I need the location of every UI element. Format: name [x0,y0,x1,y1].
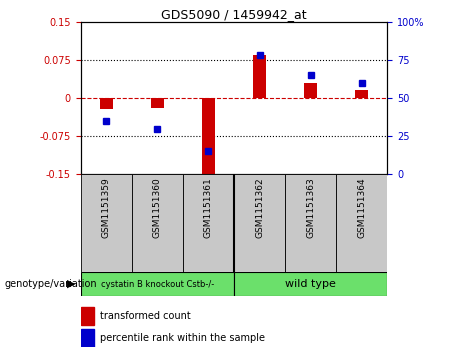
Bar [336,174,387,272]
Bar [81,272,234,296]
Text: GSM1151363: GSM1151363 [306,177,315,238]
Text: ▶: ▶ [67,279,76,289]
Bar [304,83,317,98]
Text: GSM1151362: GSM1151362 [255,177,264,238]
Bar [202,98,215,177]
Bar [132,174,183,272]
Bar [81,174,132,272]
Bar [253,55,266,98]
Text: GSM1151361: GSM1151361 [204,177,213,238]
Text: wild type: wild type [285,279,336,289]
Bar [234,272,387,296]
Text: GSM1151364: GSM1151364 [357,177,366,238]
Bar [285,174,336,272]
Text: genotype/variation: genotype/variation [5,279,97,289]
Text: GSM1151359: GSM1151359 [102,177,111,238]
Bar [183,174,234,272]
Bar [81,307,94,325]
Bar [100,98,112,109]
Bar [234,174,285,272]
Bar [355,90,368,98]
Text: transformed count: transformed count [100,311,191,321]
Bar [81,329,94,347]
Bar [151,98,164,108]
Text: GSM1151360: GSM1151360 [153,177,162,238]
Text: percentile rank within the sample: percentile rank within the sample [100,333,265,343]
Title: GDS5090 / 1459942_at: GDS5090 / 1459942_at [161,8,307,21]
Text: cystatin B knockout Cstb-/-: cystatin B knockout Cstb-/- [100,280,214,289]
